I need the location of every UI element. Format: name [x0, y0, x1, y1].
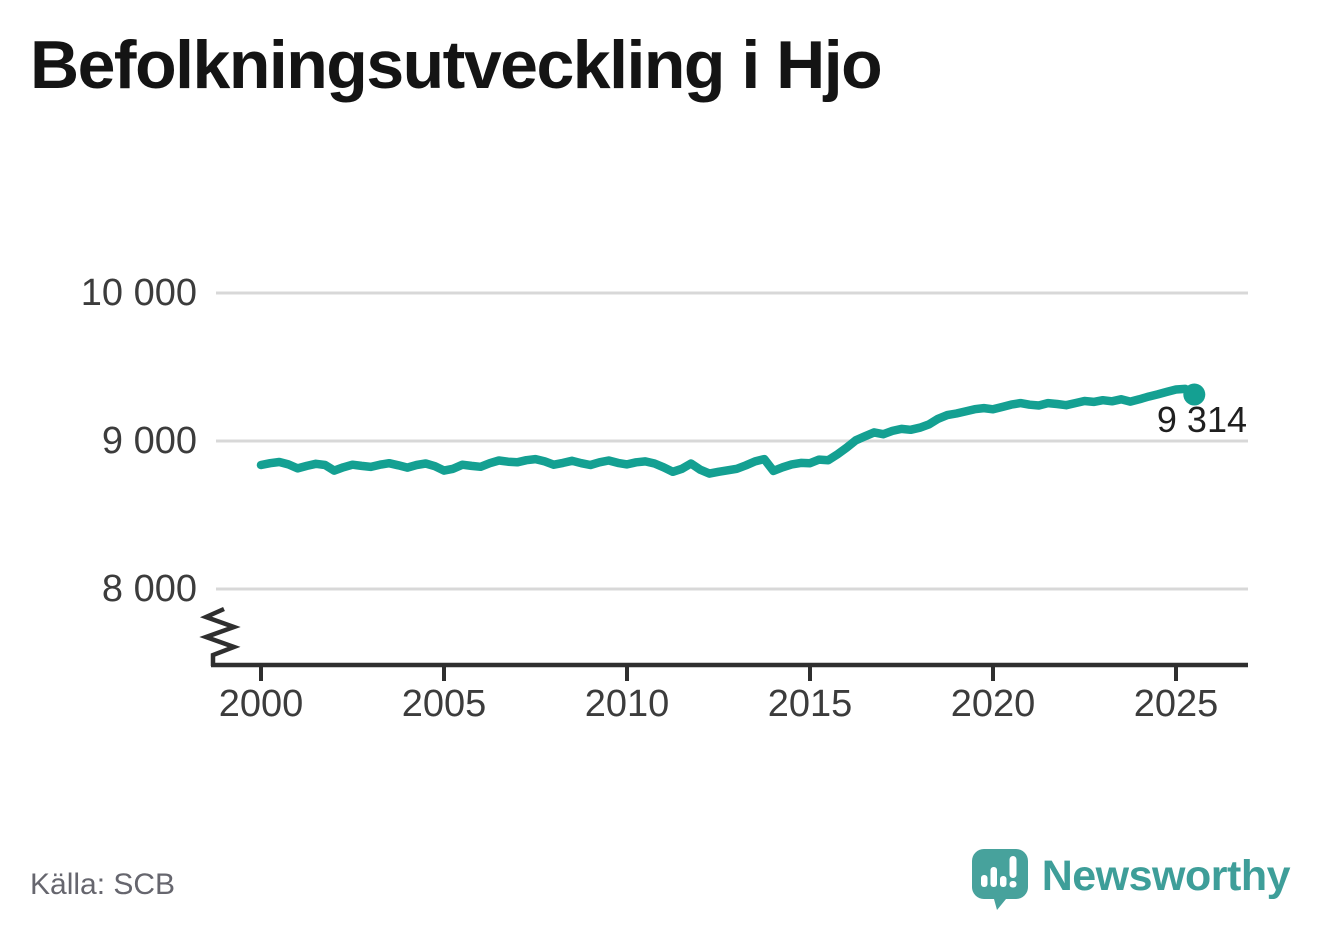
- logo-bar-3: [999, 876, 1007, 887]
- x-tick-label-2020: 2020: [950, 683, 1036, 725]
- y-axis-break: [199, 606, 241, 666]
- logo-exclamation-bar: [1009, 856, 1017, 878]
- logo-bar-2: [990, 867, 997, 887]
- logo-bar-1: [980, 875, 988, 887]
- x-tick-label-2025: 2025: [1133, 683, 1219, 725]
- end-point-dot: [1183, 383, 1206, 406]
- logo-exclamation-dot: [1009, 881, 1017, 888]
- chart-title: Befolkningsutveckling i Hjo: [30, 27, 883, 103]
- y-tick-label-9000: 9 000: [101, 420, 197, 462]
- y-tick-label-8000: 8 000: [101, 568, 197, 610]
- x-tick-label-2000: 2000: [218, 683, 304, 725]
- source-note: Källa: SCB: [30, 868, 176, 901]
- newsworthy-logo: Newsworthy: [970, 847, 1291, 911]
- speech-bubble-chart-icon: [971, 849, 1028, 910]
- x-tick-label-2010: 2010: [584, 683, 670, 725]
- end-value-label: 9 314: [1156, 399, 1247, 440]
- x-tick-label-2015: 2015: [767, 683, 853, 725]
- x-tick-label-2005: 2005: [401, 683, 487, 725]
- brand-wordmark: Newsworthy: [1041, 851, 1291, 900]
- population-line: [256, 384, 1199, 478]
- y-tick-label-10000: 10 000: [80, 272, 197, 314]
